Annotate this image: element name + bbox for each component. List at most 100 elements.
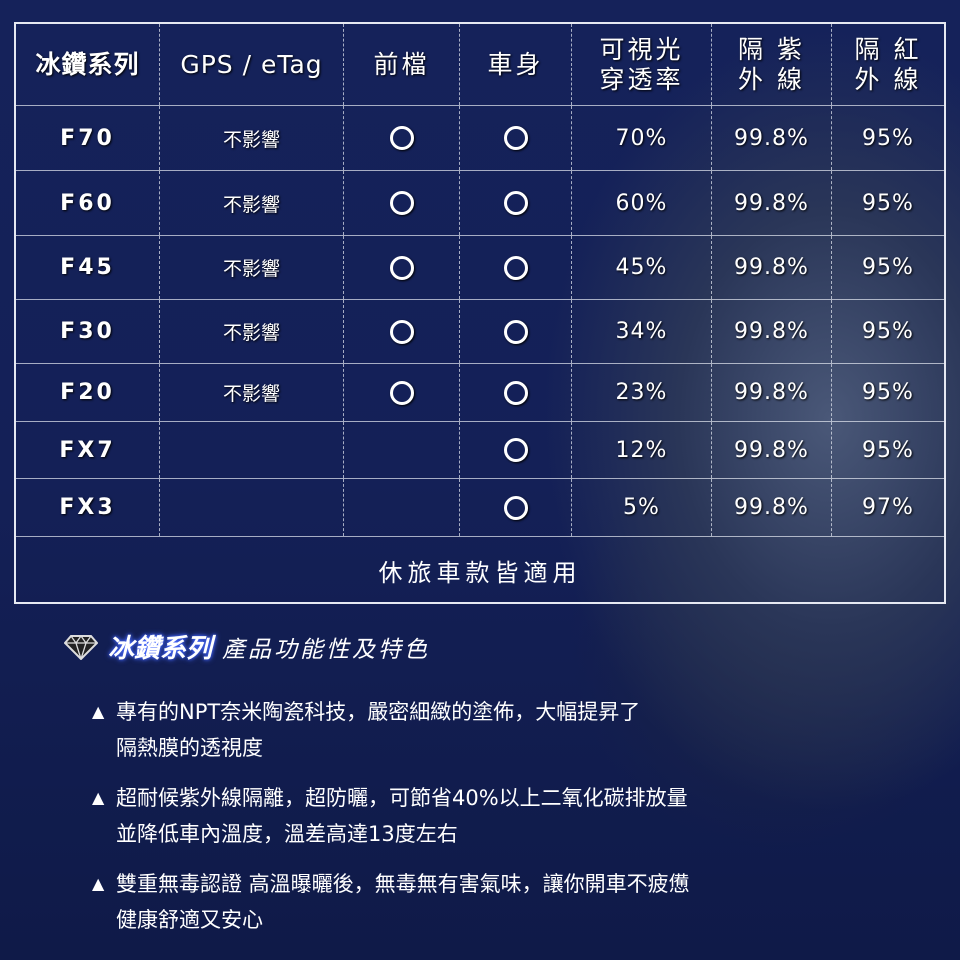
- table-row: F70 不影響 70% 99.8% 95%: [16, 106, 944, 171]
- header-body: 車身: [460, 24, 572, 105]
- vlt-cell: 12%: [572, 422, 712, 478]
- circle-mark-icon: [503, 380, 528, 405]
- feature-item: ▲ 專有的NPT奈米陶瓷科技，嚴密細緻的塗佈，大幅提昇了 隔熱膜的透視度: [92, 694, 640, 766]
- feature-text: 超耐候紫外線隔離，超防曬，可節省40%以上二氧化碳排放量 並降低車內溫度，溫差高達…: [116, 780, 688, 852]
- uv-cell: 99.8%: [712, 364, 832, 421]
- spec-table: 冰鑽系列 GPS / eTag 前檔 車身 可視光 穿透率 隔 紫外 線 隔 紅外…: [14, 22, 946, 604]
- circle-mark-icon: [389, 126, 414, 150]
- ir-cell: 95%: [862, 190, 914, 216]
- ir-cell: 95%: [862, 437, 914, 463]
- uv-cell: 99.8%: [712, 300, 832, 363]
- header-front: 前檔: [344, 24, 460, 105]
- diamond-icon: [64, 634, 98, 660]
- header-ir: 隔 紅外 線: [832, 24, 944, 105]
- uv-cell: 99.8%: [712, 106, 832, 170]
- front-cell: [344, 236, 460, 299]
- body-cell: [460, 422, 572, 478]
- header-uv-line2: 外 線: [738, 64, 805, 94]
- gps-cell: 不影響: [160, 171, 344, 235]
- circle-mark-icon: [389, 191, 414, 215]
- front-cell: [344, 300, 460, 363]
- uv-cell: 99.8%: [712, 422, 832, 478]
- feature-line: 健康舒適又安心: [116, 908, 263, 932]
- circle-mark-icon: [389, 255, 414, 280]
- feature-line: 隔熱膜的透視度: [116, 736, 263, 760]
- uv-cell: 99.8%: [712, 479, 832, 536]
- model-cell: F60: [16, 171, 160, 235]
- table-row: FX3 5% 99.8% 97%: [16, 479, 944, 537]
- ir-cell: 95%: [862, 380, 914, 405]
- header-ir-line1: 隔 紅: [854, 34, 922, 64]
- header-vlt-line2: 穿透率: [599, 64, 684, 94]
- feature-item: ▲ 雙重無毒認證 高溫曝曬後，無毒無有害氣味，讓你開車不疲憊 健康舒適又安心: [92, 866, 690, 938]
- table-row: F20 不影響 23% 99.8% 95%: [16, 364, 944, 422]
- body-cell: [460, 236, 572, 299]
- uv-cell: 99.8%: [712, 171, 832, 235]
- front-cell: [344, 422, 460, 478]
- gps-cell: [160, 422, 344, 478]
- model-cell: F20: [16, 364, 160, 421]
- feature-item: ▲ 超耐候紫外線隔離，超防曬，可節省40%以上二氧化碳排放量 並降低車內溫度，溫差高…: [92, 780, 688, 852]
- circle-mark-icon: [503, 126, 528, 150]
- vlt-cell: 45%: [572, 236, 712, 299]
- model-cell: FX7: [16, 422, 160, 478]
- body-cell: [460, 171, 572, 235]
- feature-line: 超耐候紫外線隔離，超防曬，可節省40%以上二氧化碳排放量: [116, 786, 688, 810]
- front-cell: [344, 364, 460, 421]
- circle-mark-icon: [389, 380, 414, 405]
- table-row: F30 不影響 34% 99.8% 95%: [16, 300, 944, 364]
- triangle-bullet-icon: ▲: [92, 702, 105, 721]
- table-header-row: 冰鑽系列 GPS / eTag 前檔 車身 可視光 穿透率 隔 紫外 線 隔 紅外…: [16, 24, 944, 106]
- gps-cell: 不影響: [160, 364, 344, 421]
- model-cell: F30: [16, 300, 160, 363]
- header-series: 冰鑽系列: [16, 24, 160, 105]
- header-uv-line1: 隔 紫: [738, 34, 805, 64]
- header-ir-line2: 外 線: [854, 64, 922, 94]
- header-uv: 隔 紫外 線: [712, 24, 832, 105]
- circle-mark-icon: [503, 438, 528, 462]
- feature-line: 雙重無毒認證 高溫曝曬後，無毒無有害氣味，讓你開車不疲憊: [116, 872, 690, 896]
- vlt-cell: 23%: [572, 364, 712, 421]
- body-cell: [460, 106, 572, 170]
- front-cell: [344, 106, 460, 170]
- ir-cell: 97%: [862, 495, 914, 520]
- features-title: 冰鑽系列 產品功能性及特色: [64, 628, 430, 665]
- front-cell: [344, 479, 460, 536]
- uv-cell: 99.8%: [712, 236, 832, 299]
- feature-line: 專有的NPT奈米陶瓷科技，嚴密細緻的塗佈，大幅提昇了: [116, 700, 641, 724]
- body-cell: [460, 479, 572, 536]
- gps-cell: 不影響: [160, 300, 344, 363]
- features-title-rest: 產品功能性及特色: [222, 636, 431, 663]
- triangle-bullet-icon: ▲: [92, 788, 105, 807]
- circle-mark-icon: [389, 319, 414, 344]
- vlt-cell: 70%: [572, 106, 712, 170]
- ir-cell: 95%: [862, 125, 914, 151]
- circle-mark-icon: [503, 255, 528, 280]
- circle-mark-icon: [503, 495, 528, 520]
- model-cell: F45: [16, 236, 160, 299]
- model-cell: F70: [16, 106, 160, 170]
- header-gps-etag: GPS / eTag: [160, 24, 344, 105]
- vlt-cell: 5%: [572, 479, 712, 536]
- circle-mark-icon: [503, 191, 528, 215]
- table-row: F60 不影響 60% 99.8% 95%: [16, 171, 944, 236]
- ir-cell: 95%: [862, 255, 914, 280]
- header-vlt-line1: 可視光: [599, 34, 684, 64]
- model-cell: FX3: [16, 479, 160, 536]
- circle-mark-icon: [503, 319, 528, 344]
- table-footer-note: 休旅車款皆適用: [378, 559, 582, 587]
- body-cell: [460, 364, 572, 421]
- triangle-bullet-icon: ▲: [92, 874, 105, 893]
- feature-text: 專有的NPT奈米陶瓷科技，嚴密細緻的塗佈，大幅提昇了 隔熱膜的透視度: [116, 694, 640, 766]
- gps-cell: 不影響: [160, 106, 344, 170]
- feature-text: 雙重無毒認證 高溫曝曬後，無毒無有害氣味，讓你開車不疲憊 健康舒適又安心: [116, 866, 690, 938]
- gps-cell: 不影響: [160, 236, 344, 299]
- gps-cell: [160, 479, 344, 536]
- features-title-highlight: 冰鑽系列: [108, 634, 213, 664]
- feature-line: 並降低車內溫度，溫差高達13度左右: [116, 822, 458, 846]
- table-row: FX7 12% 99.8% 95%: [16, 422, 944, 479]
- front-cell: [344, 171, 460, 235]
- header-vlt: 可視光 穿透率: [572, 24, 712, 105]
- vlt-cell: 60%: [572, 171, 712, 235]
- vlt-cell: 34%: [572, 300, 712, 363]
